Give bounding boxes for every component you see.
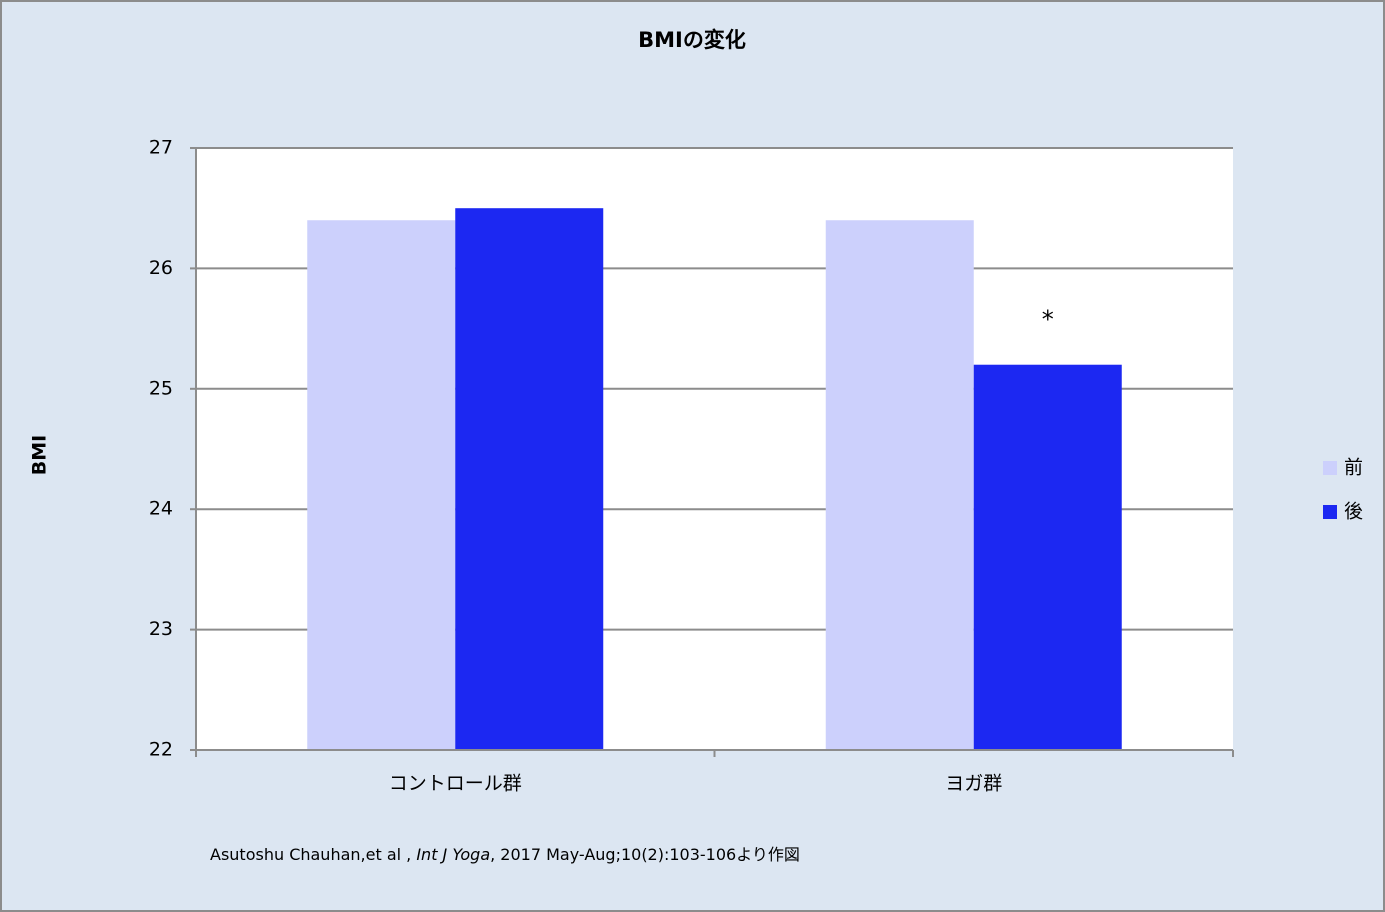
- source-journal: Int J Yoga: [416, 845, 490, 864]
- bar: [455, 208, 604, 750]
- y-tick-label: 25: [149, 377, 173, 399]
- bar: [973, 364, 1122, 750]
- y-tick-label: 24: [149, 498, 173, 520]
- source-prefix: Asutoshu Chauhan,et al ,: [210, 845, 416, 864]
- x-tick-label: ヨガ群: [945, 773, 1002, 795]
- legend-swatch: [1323, 505, 1337, 519]
- x-tick-label: コントロール群: [389, 773, 522, 795]
- source-suffix: , 2017 May-Aug;10(2):103-106より作図: [490, 845, 800, 864]
- y-tick-label: 23: [149, 618, 173, 640]
- y-tick-label: 22: [149, 739, 173, 761]
- legend-label: 後: [1344, 501, 1363, 523]
- y-tick-label: 27: [149, 137, 173, 159]
- y-tick-label: 26: [149, 257, 173, 279]
- bar: [307, 220, 456, 751]
- bar: [825, 220, 974, 751]
- chart-title: BMIの変化: [638, 28, 746, 52]
- annotation: *: [1042, 306, 1054, 334]
- source: Asutoshu Chauhan,et al , Int J Yoga, 201…: [210, 845, 800, 864]
- legend-label: 前: [1344, 457, 1363, 479]
- legend-swatch: [1323, 461, 1337, 475]
- y-axis-label: BMI: [29, 435, 51, 475]
